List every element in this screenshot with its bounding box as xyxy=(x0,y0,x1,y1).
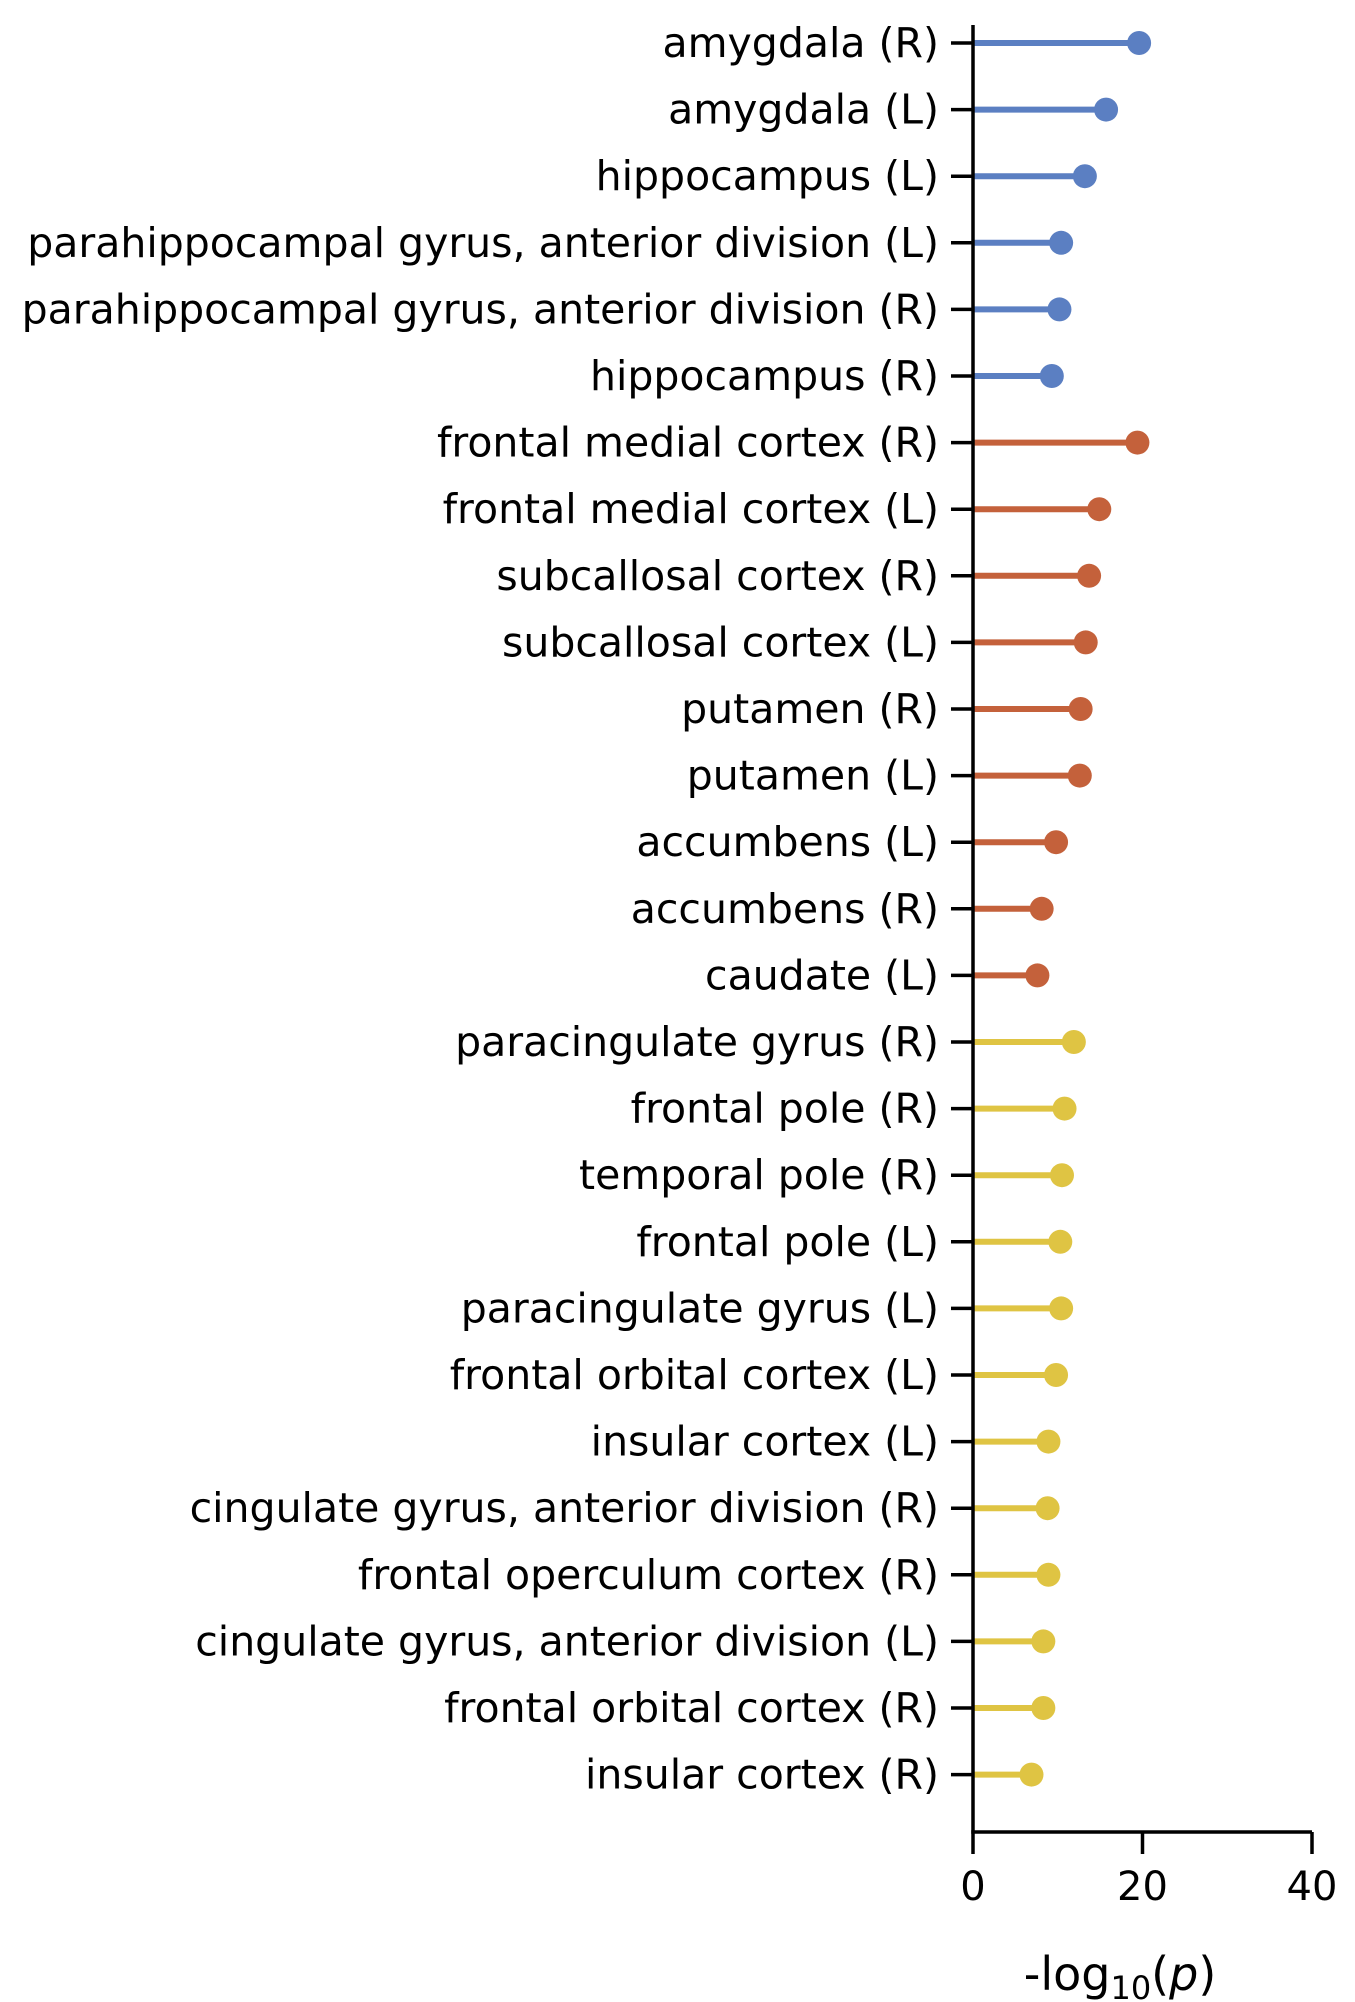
y-tick-label: subcallosal cortex (L) xyxy=(502,618,939,666)
lollipop-point xyxy=(1048,1229,1073,1254)
y-tick-label: frontal operculum cortex (R) xyxy=(358,1551,939,1599)
y-tick-label: putamen (R) xyxy=(681,685,939,733)
lollipop-point xyxy=(1019,1762,1044,1787)
y-tick-label: cingulate gyrus, anterior division (R) xyxy=(190,1484,939,1532)
lollipop-point xyxy=(1087,497,1112,522)
y-tick-label: frontal pole (R) xyxy=(631,1085,939,1133)
lollipop-point xyxy=(1125,430,1150,455)
chart-axes: amygdala (R) amygdala (L) hippocampus (L) p… xyxy=(22,19,1338,1910)
lollipop-point xyxy=(1029,896,1054,921)
y-tick-label: frontal medial cortex (R) xyxy=(437,419,939,467)
lollipop-point xyxy=(1052,1096,1077,1121)
y-tick-label: putamen (L) xyxy=(687,752,939,800)
x-axis-title-variable: p xyxy=(1168,1947,1198,2001)
lollipop-point xyxy=(1049,230,1074,255)
lollipop-point xyxy=(1094,97,1119,122)
y-tick-label: frontal orbital cortex (R) xyxy=(444,1684,939,1732)
lollipop-point xyxy=(1049,1163,1074,1188)
lollipop-point xyxy=(1047,297,1072,322)
y-tick-label: insular cortex (R) xyxy=(585,1751,939,1799)
x-tick-label: 0 xyxy=(960,1864,985,1910)
y-tick-label: amygdala (L) xyxy=(668,86,939,134)
lollipop-point xyxy=(1127,31,1152,55)
x-axis-title-subscript: 10 xyxy=(1110,1969,1151,2002)
lollipop-point xyxy=(1036,1562,1061,1587)
y-tick-label: temporal pole (R) xyxy=(579,1151,939,1199)
y-tick-label: amygdala (R) xyxy=(662,19,939,67)
x-axis-title-paren-close: ) xyxy=(1198,1947,1216,2001)
x-tick-label: 40 xyxy=(1287,1864,1338,1910)
lollipop-point xyxy=(1044,830,1069,855)
lollipop-point xyxy=(1044,1363,1069,1387)
lollipop-point xyxy=(1035,1496,1060,1521)
lollipop-point xyxy=(1031,1629,1056,1654)
y-tick-label: frontal medial cortex (L) xyxy=(443,485,939,533)
lollipop-point xyxy=(1077,563,1102,588)
y-tick-label: parahippocampal gyrus, anterior division… xyxy=(22,285,939,333)
y-tick-label: accumbens (R) xyxy=(631,885,939,933)
y-tick-label: frontal pole (L) xyxy=(636,1218,939,1266)
y-tick-label: subcallosal cortex (R) xyxy=(496,552,939,600)
y-tick-label: caudate (L) xyxy=(705,951,939,999)
lollipop-point xyxy=(1073,630,1098,655)
y-tick-label: insular cortex (L) xyxy=(591,1418,939,1466)
lollipop-point xyxy=(1025,963,1050,988)
lollipop-point xyxy=(1061,1030,1086,1054)
lollipop-point xyxy=(1067,763,1092,788)
y-tick-label: hippocampus (R) xyxy=(590,352,939,400)
x-tick-label: 20 xyxy=(1117,1864,1168,1910)
lollipop-point xyxy=(1072,164,1097,189)
y-tick-label: frontal orbital cortex (L) xyxy=(450,1351,939,1399)
y-tick-label: paracingulate gyrus (R) xyxy=(455,1018,939,1066)
y-tick-label: parahippocampal gyrus, anterior division… xyxy=(27,219,939,267)
lollipop-point xyxy=(1039,364,1064,388)
x-axis-title-prefix: -log xyxy=(1024,1947,1111,2001)
lollipop-point xyxy=(1036,1429,1061,1454)
y-tick-label: paracingulate gyrus (L) xyxy=(461,1284,939,1332)
y-tick-label: cingulate gyrus, anterior division (L) xyxy=(195,1617,939,1665)
chart-marks xyxy=(973,31,1152,1787)
x-axis-title-paren-open: ( xyxy=(1151,1947,1169,2001)
lollipop-point xyxy=(1031,1696,1056,1720)
lollipop-point xyxy=(1068,697,1093,721)
y-tick-label: accumbens (L) xyxy=(636,818,939,866)
y-tick-label: hippocampus (L) xyxy=(596,152,939,200)
lollipop-point xyxy=(1049,1296,1074,1321)
x-axis-title: -log10(p) xyxy=(1024,1947,1217,2002)
